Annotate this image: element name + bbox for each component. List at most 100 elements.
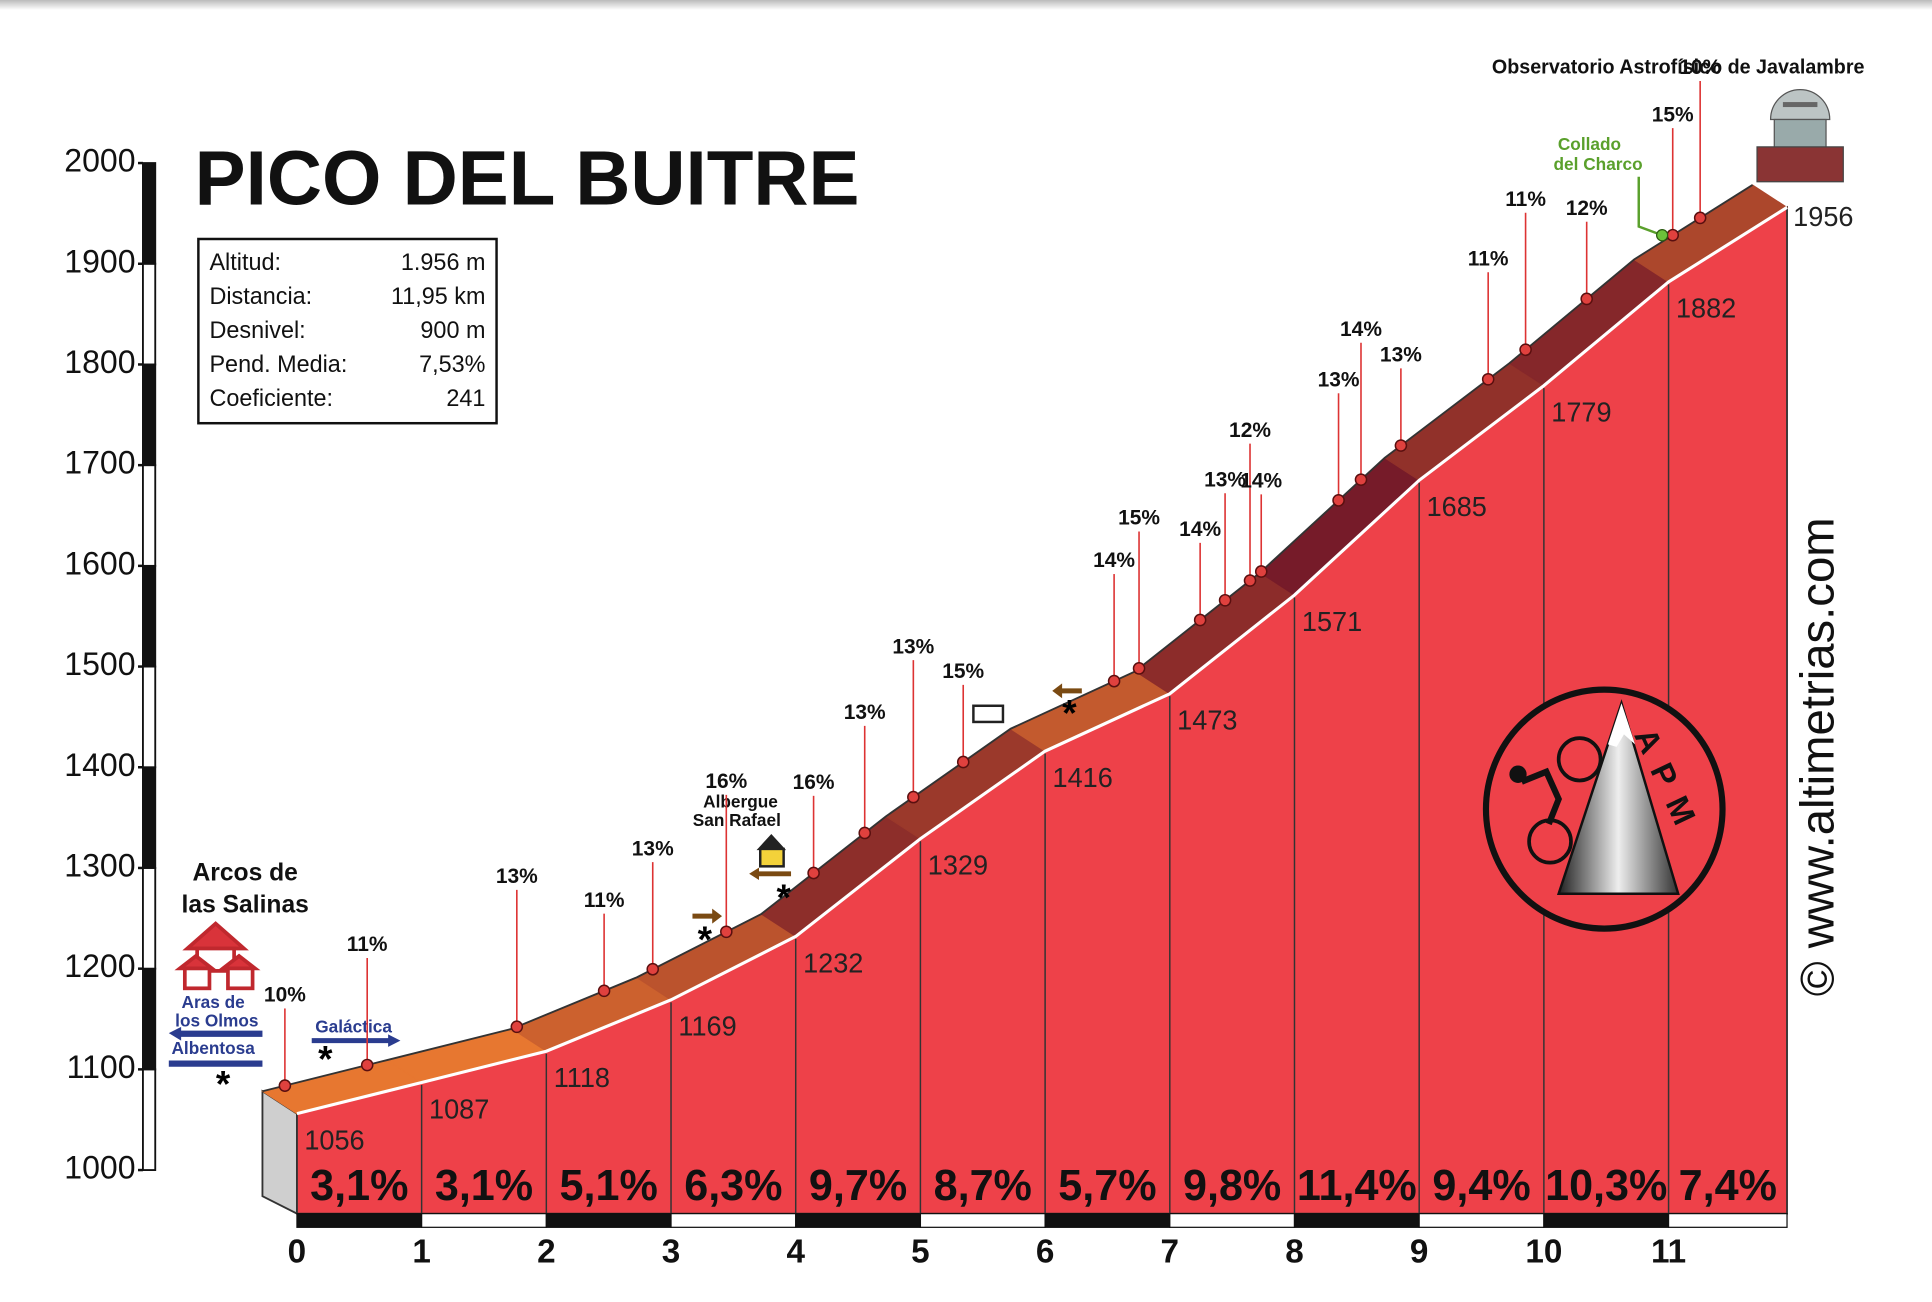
leader	[1637, 176, 1663, 237]
y-axis-band	[142, 766, 157, 869]
x-tick-label: 6	[1036, 1233, 1054, 1270]
marker-label: 15%	[942, 660, 984, 683]
marker-dot	[858, 826, 871, 840]
marker-dot	[1394, 439, 1408, 452]
marker-dot	[1481, 372, 1495, 386]
altitude-label: 1956	[1793, 201, 1853, 232]
segment-label: 9,4%	[1432, 1162, 1530, 1210]
place-label: las Salinas	[182, 892, 309, 919]
altitude-label: 1779	[1551, 396, 1611, 427]
marker-dot	[360, 1058, 374, 1072]
x-tick-label: 0	[288, 1233, 306, 1270]
altitude-label: 1232	[803, 947, 863, 978]
y-axis-band	[142, 665, 157, 769]
marker-label: 14%	[1340, 318, 1382, 341]
altitude-label: 1473	[1177, 704, 1237, 735]
profile-layer: 1000110012001300140015001600170018001900…	[64, 142, 1853, 1270]
arrow	[168, 1026, 263, 1041]
segment-label: 5,7%	[1058, 1162, 1156, 1210]
village-icon	[174, 921, 261, 991]
x-axis-band	[1169, 1213, 1296, 1228]
stat-label: Pend. Media:	[209, 351, 347, 377]
y-tick-label: 1500	[64, 646, 135, 682]
marker-dot	[1666, 228, 1680, 242]
marker-label: 14%	[1179, 518, 1221, 541]
y-tick-label: 1700	[64, 445, 135, 481]
observatory-icon	[1756, 89, 1844, 183]
segment-label: 6,3%	[684, 1162, 782, 1210]
x-tick-label: 8	[1285, 1233, 1303, 1270]
hostel-icon	[692, 683, 1082, 924]
star: *	[1062, 691, 1077, 733]
x-axis-band	[1293, 1213, 1420, 1228]
segment-label: 10,3%	[1545, 1162, 1667, 1210]
x-axis-band	[545, 1213, 672, 1228]
segment-label: 3,1%	[310, 1162, 408, 1210]
segment-label: 11,4%	[1297, 1162, 1417, 1210]
marker-label: 14%	[1240, 469, 1282, 492]
top-shade	[0, 0, 1932, 10]
y-tick-label: 2000	[64, 142, 135, 178]
stat-value: 1.956 m	[401, 249, 486, 275]
place-label: Collado	[1558, 134, 1621, 154]
marker-dot	[1107, 674, 1121, 688]
place-label: Arcos de	[193, 859, 298, 886]
y-tick-label: 1000	[64, 1149, 135, 1185]
marker-label: 14%	[1093, 549, 1135, 572]
marker-label: 11%	[584, 889, 625, 912]
stat-label: Distancia:	[209, 283, 312, 309]
marker-label: 10%	[264, 984, 306, 1007]
segment-label: 5,1%	[560, 1162, 658, 1210]
y-tick-label: 1600	[64, 545, 135, 581]
marker-dot	[1218, 593, 1232, 607]
y-tick-label: 1400	[64, 747, 135, 783]
x-tick-label: 4	[786, 1233, 805, 1270]
arrow	[168, 1060, 263, 1067]
altitude-label: 1056	[304, 1124, 364, 1155]
segment-label: 9,7%	[809, 1162, 907, 1210]
place-label: Observatorio Astrofísico de Javalambre	[1492, 57, 1865, 79]
marker-label: 13%	[1380, 343, 1422, 366]
x-tick-label: 1	[412, 1233, 430, 1270]
place-label: Albergue	[703, 791, 778, 811]
altitude-label: 1087	[429, 1093, 489, 1124]
x-tick-label: 11	[1651, 1233, 1686, 1270]
place-label: del Charco	[1554, 154, 1643, 174]
stat-value: 900 m	[420, 317, 485, 343]
altitude-label: 1416	[1052, 762, 1112, 793]
stat-label: Desnivel:	[209, 317, 305, 343]
stat-value: 11,95 km	[391, 283, 485, 309]
stats: Altitud: 1.956 m Distancia: 11,95 km Desnive…	[209, 249, 485, 411]
stat-label: Coeficiente:	[209, 385, 333, 411]
x-axis-band	[670, 1213, 797, 1228]
altitude-label: 1882	[1676, 293, 1736, 324]
x-tick-label: 7	[1161, 1233, 1179, 1270]
marker-dot	[1693, 211, 1707, 225]
y-tick-label: 1100	[67, 1049, 136, 1085]
x-tick-label: 2	[537, 1233, 555, 1270]
altitude-label: 1169	[678, 1011, 736, 1042]
segment-label: 8,7%	[934, 1162, 1032, 1210]
marker-label: 11%	[1505, 188, 1546, 211]
place-label: Galáctica	[315, 1017, 392, 1037]
marker-label: 11%	[347, 933, 388, 956]
segment-label: 3,1%	[435, 1162, 533, 1210]
altitude-label: 1571	[1302, 606, 1362, 637]
marker-dot	[1243, 574, 1257, 587]
star: *	[318, 1037, 333, 1079]
marker-label: 11%	[1468, 247, 1509, 270]
x-axis-band	[1543, 1213, 1670, 1228]
star: *	[216, 1062, 231, 1104]
y-tick-label: 1900	[64, 243, 135, 279]
chart-title: PICO DEL BUITRE	[195, 135, 860, 221]
marker-label: 16%	[793, 771, 835, 794]
y-axis-band	[142, 867, 157, 970]
x-tick-label: 9	[1410, 1233, 1428, 1270]
y-tick-label: 1300	[64, 847, 135, 883]
stat-value: 7,53%	[419, 351, 485, 377]
marker-label: 15%	[1118, 507, 1160, 530]
profile-highlight	[296, 206, 1788, 1116]
x-axis-band	[1667, 1213, 1788, 1228]
y-tick-label: 1200	[64, 948, 135, 984]
